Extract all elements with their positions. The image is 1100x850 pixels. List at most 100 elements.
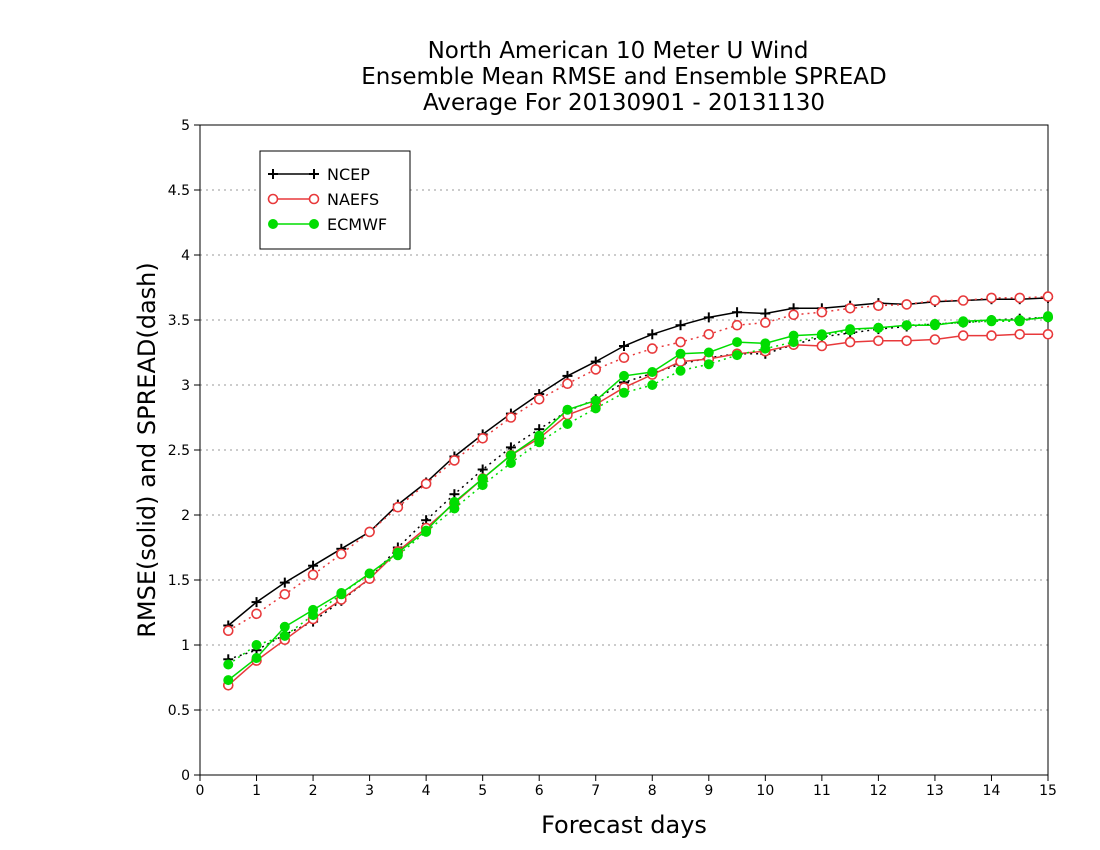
naefs-spread-point: [505, 412, 517, 423]
y-tick-label: 4: [181, 248, 190, 264]
naefs-spread-point: [675, 336, 686, 348]
ecmwf-rmse-point: [505, 450, 516, 461]
ecmwf-rmse-series: [223, 312, 1053, 686]
ncep-rmse-point: [251, 597, 262, 608]
ecmwf-rmse-point: [590, 395, 601, 406]
ecmwf-rmse-point: [619, 370, 629, 381]
legend-marker: [309, 219, 319, 229]
naefs-spread-point: [731, 319, 743, 331]
naefs-spread-line: [227, 295, 1049, 632]
ecmwf-rmse-point: [392, 547, 403, 558]
x-tick-label: 14: [983, 783, 1001, 799]
ecmwf-rmse-point: [873, 322, 884, 333]
y-tick-label: 4.5: [168, 183, 190, 199]
ncep-rmse-point: [703, 312, 714, 323]
naefs-rmse-point: [929, 334, 941, 345]
naefs-spread-point: [251, 608, 262, 620]
naefs-spread-point: [703, 328, 715, 340]
ncep-spread-line: [228, 316, 1049, 661]
legend-marker: [308, 193, 320, 205]
y-tick-labels: 0 0.5 1 1.5 2 2.5 3 3.5 4 4.5 5: [168, 118, 190, 784]
legend: NCEP NAEFS ECMWF: [259, 150, 411, 250]
y-axis-label: RMSE(solid) and SPREAD(dash): [133, 262, 161, 638]
naefs-spread-point: [222, 625, 234, 637]
x-tick-label: 9: [704, 783, 713, 799]
x-tick-label: 3: [365, 783, 374, 799]
ecmwf-rmse-point: [364, 568, 375, 579]
ecmwf-spread-point: [279, 630, 290, 641]
y-tick-label: 5: [181, 118, 190, 134]
data-series: [222, 291, 1054, 691]
ncep-rmse-point: [732, 307, 743, 318]
naefs-rmse-point: [873, 335, 884, 347]
axis-ticks: [194, 124, 1049, 781]
x-tick-label: 13: [926, 783, 944, 799]
ecmwf-rmse-point: [929, 320, 940, 331]
legend-label: ECMWF: [327, 215, 387, 234]
ecmwf-spread-point: [732, 350, 743, 361]
ecmwf-rmse-point: [308, 604, 319, 615]
ncep-rmse-line: [227, 297, 1049, 627]
ncep-rmse-point: [647, 329, 658, 340]
naefs-spread-point: [307, 569, 319, 581]
x-tick-label: 12: [869, 783, 887, 799]
x-tick-labels: 0 1 2 3 4 5 6 7 8 9 10 11 12 13 14 15: [196, 783, 1057, 799]
legend-marker: [267, 193, 279, 205]
naefs-rmse-point: [901, 335, 912, 347]
naefs-spread-point: [449, 455, 460, 466]
chart-title: North American 10 Meter U Wind Ensemble …: [361, 38, 886, 116]
naefs-spread-point: [646, 343, 658, 354]
x-tick-label: 5: [478, 783, 487, 799]
ecmwf-rmse-point: [223, 675, 234, 686]
ecmwf-rmse-line: [227, 316, 1049, 681]
y-tick-label: 1: [181, 638, 190, 654]
x-tick-label: 4: [422, 783, 431, 799]
ncep-rmse-point: [760, 308, 771, 319]
naefs-spread-point: [392, 501, 404, 513]
ecmwf-rmse-point: [986, 315, 997, 325]
x-tick-label: 10: [756, 783, 774, 799]
naefs-spread-point: [562, 378, 573, 390]
naefs-rmse-point: [816, 340, 828, 352]
ecmwf-spread-point: [647, 380, 658, 390]
title-line-2: Ensemble Mean RMSE and Ensemble SPREAD: [361, 64, 886, 90]
naefs-spread-point: [816, 306, 828, 318]
naefs-spread-series: [222, 291, 1054, 637]
x-tick-label: 2: [309, 783, 318, 799]
title-line-1: North American 10 Meter U Wind: [428, 38, 809, 64]
legend-box: [259, 150, 411, 250]
ecmwf-rmse-point: [845, 324, 856, 335]
legend-label: NCEP: [327, 165, 370, 184]
naefs-spread-point: [986, 292, 997, 304]
ncep-spread-series: [223, 312, 1053, 665]
ecmwf-spread-point: [619, 387, 629, 398]
ecmwf-rmse-point: [562, 404, 573, 415]
naefs-rmse-line: [227, 333, 1048, 686]
naefs-spread-point: [336, 548, 347, 560]
ncep-rmse-point: [675, 320, 686, 331]
ecmwf-spread-point: [703, 359, 714, 370]
naefs-spread-point: [844, 302, 856, 314]
ecmwf-spread-point: [223, 659, 234, 670]
y-tick-label: 3.5: [168, 313, 190, 329]
naefs-spread-point: [929, 295, 941, 306]
y-tick-label: 0: [181, 768, 190, 784]
naefs-rmse-point: [957, 330, 969, 341]
y-tick-label: 2: [181, 508, 190, 524]
naefs-spread-point: [477, 432, 488, 444]
naefs-spread-point: [957, 295, 969, 306]
ncep-rmse-point: [279, 577, 290, 588]
ecmwf-spread-series: [223, 311, 1053, 670]
ecmwf-spread-point: [562, 419, 573, 429]
naefs-spread-point: [1042, 291, 1054, 302]
ecmwf-rmse-point: [901, 320, 912, 331]
legend-item-ecmwf: ECMWF: [268, 215, 387, 234]
gridlines: [200, 189, 1048, 711]
naefs-rmse-point: [844, 336, 856, 348]
ecmwf-rmse-point: [251, 653, 262, 663]
ecmwf-rmse-point: [958, 316, 969, 327]
ecmwf-rmse-point: [816, 329, 827, 340]
ecmwf-rmse-point: [760, 338, 771, 349]
naefs-spread-point: [590, 364, 602, 375]
